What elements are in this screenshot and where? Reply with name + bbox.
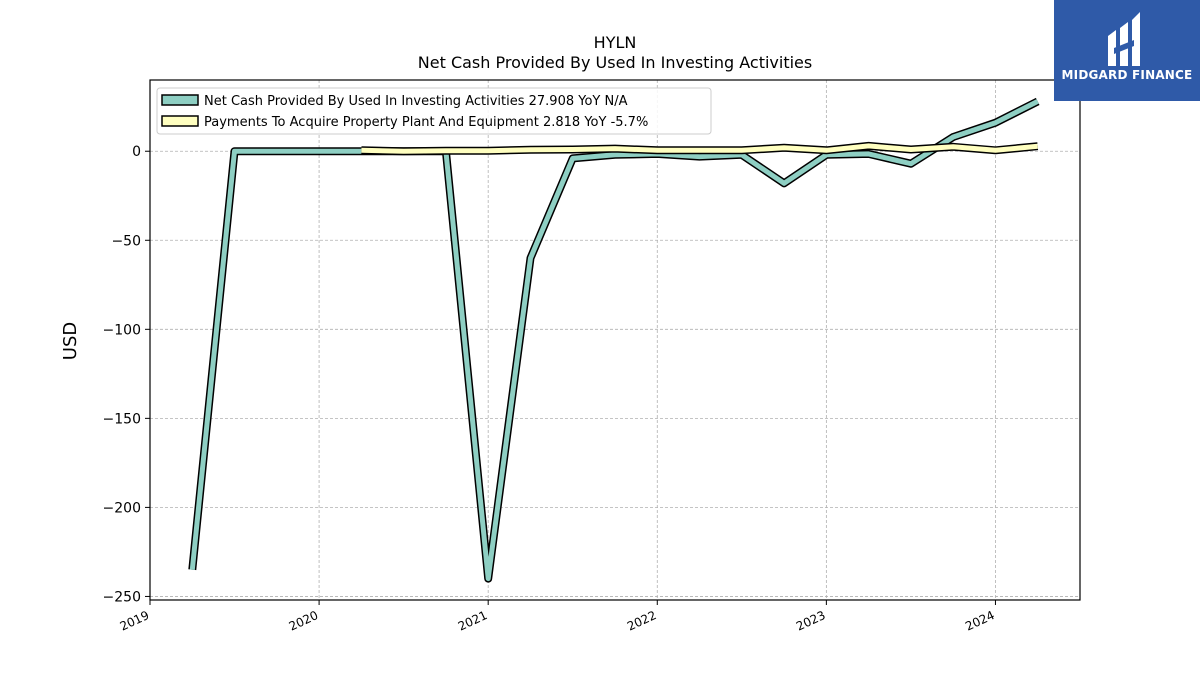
series-1-line [189, 99, 1039, 582]
x-tick-label: 2019 [118, 608, 152, 634]
x-tick-label: 2020 [287, 608, 321, 634]
legend-swatch [161, 94, 199, 106]
x-tick-label: 2022 [625, 608, 659, 634]
logo-text: MIDGARD FINANCE [1061, 68, 1193, 82]
y-tick-label: −100 [103, 322, 141, 338]
logo-mark-icon [1108, 12, 1140, 66]
series-2-line [361, 143, 1038, 154]
plot-frame [149, 79, 1081, 601]
y-tick-label: −250 [103, 589, 141, 605]
legend-label: Payments To Acquire Property Plant And E… [204, 115, 648, 130]
chart-subtitle: Net Cash Provided By Used In Investing A… [418, 53, 812, 72]
series-layer [188, 97, 1040, 583]
x-axis: 2019 2020 2021 2022 2023 2024 [118, 600, 997, 634]
series-2 [361, 141, 1039, 156]
y-axis: 0 −50 −100 −150 −200 −250 [103, 144, 150, 605]
y-tick-label: −50 [111, 233, 141, 249]
x-tick-label: 2024 [963, 608, 997, 634]
chart-title: HYLN [594, 33, 637, 52]
legend: Net Cash Provided By Used In Investing A… [156, 87, 712, 135]
logo: MIDGARD FINANCE [1054, 0, 1200, 101]
y-tick-label: −200 [103, 500, 141, 516]
x-tick-label: 2023 [794, 608, 828, 634]
legend-label: Net Cash Provided By Used In Investing A… [204, 94, 628, 109]
y-tick-label: 0 [132, 144, 141, 160]
legend-box [156, 87, 712, 135]
y-tick-label: −150 [103, 411, 141, 427]
y-axis-label: USD [60, 322, 81, 360]
series-1 [188, 97, 1040, 583]
x-tick-label: 2021 [456, 608, 490, 634]
legend-swatch [161, 115, 199, 127]
